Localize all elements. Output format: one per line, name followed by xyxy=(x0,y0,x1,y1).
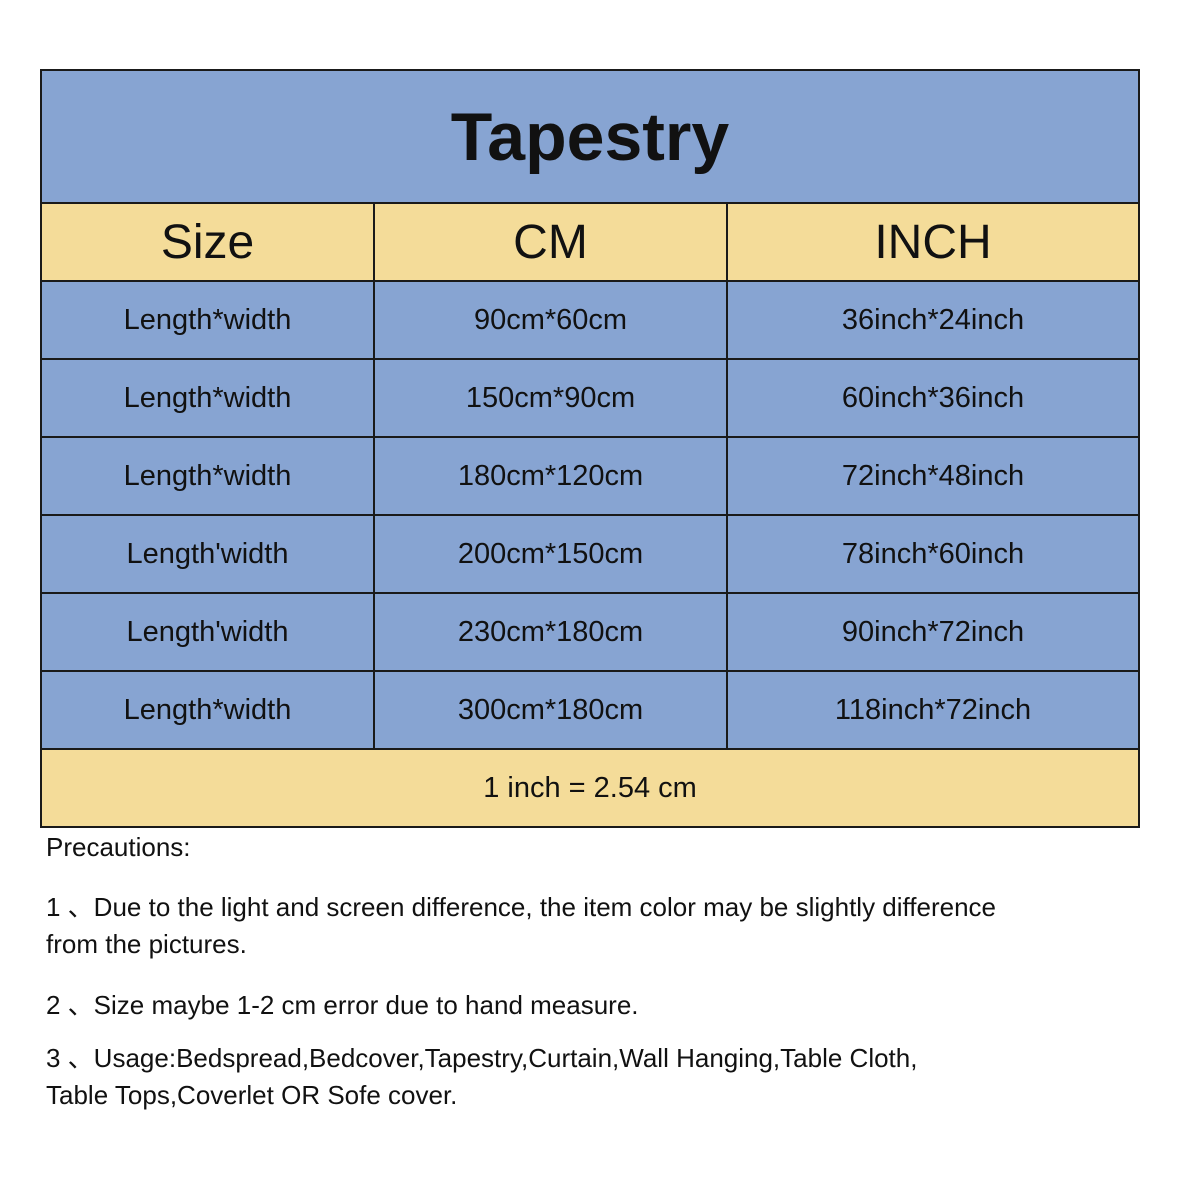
table-row: Length*width 150cm*90cm 60inch*36inch xyxy=(40,358,1140,438)
inch-cell: 78inch*60inch xyxy=(726,514,1140,594)
cm-cell: 230cm*180cm xyxy=(373,592,728,672)
header-row: Size CM INCH xyxy=(40,202,1140,282)
precaution-1-line-1: 1 、Due to the light and screen differenc… xyxy=(46,892,997,922)
conversion-note: 1 inch = 2.54 cm xyxy=(40,748,1140,828)
table-row: Length'width 200cm*150cm 78inch*60inch xyxy=(40,514,1140,594)
size-cell: Length*width xyxy=(40,358,375,438)
cm-cell: 150cm*90cm xyxy=(373,358,728,438)
precaution-1-line-2: from the pictures. xyxy=(46,929,247,959)
table-title: Tapestry xyxy=(40,69,1140,204)
cm-cell: 90cm*60cm xyxy=(373,280,728,360)
cm-cell: 180cm*120cm xyxy=(373,436,728,516)
column-header-cm: CM xyxy=(373,202,728,282)
size-cell: Length*width xyxy=(40,436,375,516)
size-cell: Length'width xyxy=(40,592,375,672)
table-row: Length*width 180cm*120cm 72inch*48inch xyxy=(40,436,1140,516)
size-cell: Length*width xyxy=(40,280,375,360)
cm-cell: 300cm*180cm xyxy=(373,670,728,750)
inch-cell: 72inch*48inch xyxy=(726,436,1140,516)
size-cell: Length*width xyxy=(40,670,375,750)
precautions-heading: Precautions: xyxy=(46,832,191,862)
column-header-inch: INCH xyxy=(726,202,1140,282)
table-row: Length*width 90cm*60cm 36inch*24inch xyxy=(40,280,1140,360)
precaution-2: 2 、Size maybe 1-2 cm error due to hand m… xyxy=(46,990,639,1020)
inch-cell: 60inch*36inch xyxy=(726,358,1140,438)
inch-cell: 36inch*24inch xyxy=(726,280,1140,360)
precaution-3-line-2: Table Tops,Coverlet OR Sofe cover. xyxy=(46,1080,458,1110)
cm-cell: 200cm*150cm xyxy=(373,514,728,594)
table-row: Length*width 300cm*180cm 118inch*72inch xyxy=(40,670,1140,750)
size-table: Tapestry Size CM INCH Length*width 90cm*6… xyxy=(40,69,1140,828)
column-header-size: Size xyxy=(40,202,375,282)
inch-cell: 118inch*72inch xyxy=(726,670,1140,750)
size-cell: Length'width xyxy=(40,514,375,594)
inch-cell: 90inch*72inch xyxy=(726,592,1140,672)
precaution-3-line-1: 3 、Usage:Bedspread,Bedcover,Tapestry,Cur… xyxy=(46,1043,918,1073)
table-row: Length'width 230cm*180cm 90inch*72inch xyxy=(40,592,1140,672)
